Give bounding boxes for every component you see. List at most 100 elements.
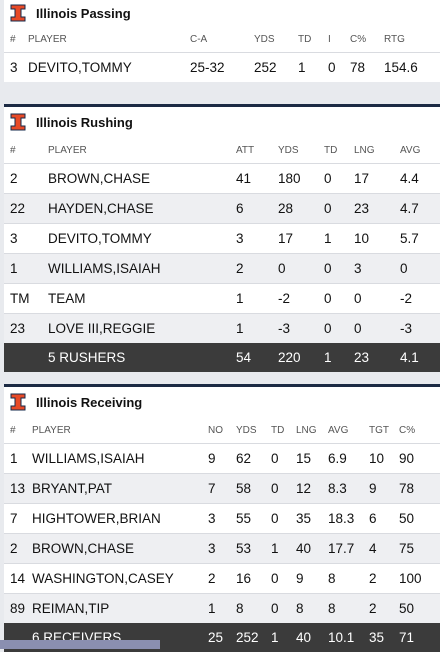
receiving-section: Illinois Receiving # PLAYER NO YDS TD LN… <box>4 384 440 652</box>
cell: 0 <box>354 321 362 336</box>
cell: -2 <box>400 291 413 306</box>
receiving-header: Illinois Receiving <box>4 387 440 417</box>
cell: 4 <box>369 541 377 556</box>
cell: 2 <box>369 571 377 586</box>
table-row: 22 HAYDEN,CHASE 6 28 0 23 4.7 <box>4 193 440 224</box>
cell: 0 <box>324 201 332 216</box>
table-row: 14 WASHINGTON,CASEY 2 16 0 9 8 2 100 <box>4 563 440 594</box>
cell: 7 <box>208 481 216 496</box>
cell: 18.3 <box>328 511 355 526</box>
cell: 8 <box>328 601 336 616</box>
cell: 0 <box>271 571 279 586</box>
cell: 17 <box>278 231 294 246</box>
cell: 8.3 <box>328 481 347 496</box>
cell: HAYDEN,CHASE <box>48 201 154 216</box>
horizontal-scrollbar[interactable] <box>0 640 160 649</box>
table-row: 2 BROWN,CHASE 3 53 1 40 17.7 4 75 <box>4 533 440 564</box>
table-row: 13 BRYANT,PAT 7 58 0 12 8.3 9 78 <box>4 473 440 504</box>
col-number: # <box>10 144 16 156</box>
table-row: 1 WILLIAMS,ISAIAH 9 62 0 15 6.9 10 90 <box>4 443 440 474</box>
cell: TEAM <box>48 291 86 306</box>
col-tgt: TGT <box>369 424 389 436</box>
cell: LOVE III,REGGIE <box>48 321 156 336</box>
cell: REIMAN,TIP <box>32 601 110 616</box>
rushing-header: Illinois Rushing <box>4 107 440 137</box>
cell: 22 <box>10 201 26 216</box>
table-row: TM TEAM 1 -2 0 0 -2 <box>4 283 440 314</box>
cell: 7 <box>10 511 18 526</box>
col-number: # <box>10 424 16 436</box>
cell: WILLIAMS,ISAIAH <box>48 261 161 276</box>
cell: 14 <box>10 571 26 586</box>
total-cell: 220 <box>278 343 324 372</box>
table-row: 1 WILLIAMS,ISAIAH 2 0 0 3 0 <box>4 253 440 284</box>
passing-section: Illinois Passing # PLAYER C-A YDS TD I C… <box>4 0 440 82</box>
cell: 50 <box>399 601 415 616</box>
col-td: TD <box>324 144 338 156</box>
total-cell: 71 <box>399 623 440 652</box>
col-avg: AVG <box>400 144 421 156</box>
cell: 2 <box>369 601 377 616</box>
cell: 13 <box>10 481 26 496</box>
cell: 28 <box>278 201 294 216</box>
table-row: 3 DEVITO,TOMMY 3 17 1 10 5.7 <box>4 223 440 254</box>
cell: 3 <box>208 511 216 526</box>
total-cell: 40 <box>296 623 328 652</box>
rushing-header-row: # PLAYER ATT YDS TD LNG AVG <box>4 137 440 164</box>
cell: 41 <box>236 171 252 186</box>
cell: 2 <box>10 541 18 556</box>
cell: 0 <box>271 511 279 526</box>
col-int: I <box>328 33 331 45</box>
cell: 78 <box>350 60 366 75</box>
cell: 154.6 <box>384 60 418 75</box>
cell: 78 <box>399 481 415 496</box>
col-player: PLAYER <box>28 33 67 45</box>
cell: 12 <box>296 481 312 496</box>
cell: 0 <box>324 171 332 186</box>
cell: WILLIAMS,ISAIAH <box>32 451 145 466</box>
total-cell: 1 <box>324 343 354 372</box>
cell: BROWN,CHASE <box>32 541 135 556</box>
cell: 1 <box>271 541 279 556</box>
cell: 53 <box>236 541 252 556</box>
cell: HIGHTOWER,BRIAN <box>32 511 161 526</box>
cell: 25-32 <box>190 60 225 75</box>
col-rtg: RTG <box>384 33 405 45</box>
total-cell: 35 <box>369 623 399 652</box>
cell: 1 <box>208 601 216 616</box>
cell: 1 <box>236 321 244 336</box>
cell: 0 <box>328 60 336 75</box>
col-lng: LNG <box>296 424 317 436</box>
receiving-title: Illinois Receiving <box>36 394 143 410</box>
cell: 0 <box>271 451 279 466</box>
cell: 9 <box>369 481 377 496</box>
col-cpct: C% <box>399 424 416 436</box>
cell: 3 <box>10 60 18 75</box>
cell: 1 <box>298 60 306 75</box>
cell: -2 <box>278 291 291 306</box>
cell: 8 <box>328 571 336 586</box>
cell: 23 <box>354 201 370 216</box>
cell: -3 <box>400 321 413 336</box>
cell: 90 <box>399 451 415 466</box>
cell: 100 <box>399 571 422 586</box>
cell: 3 <box>208 541 216 556</box>
cell: BRYANT,PAT <box>32 481 113 496</box>
cell: DEVITO,TOMMY <box>48 231 152 246</box>
cell: 1 <box>10 261 18 276</box>
passing-title: Illinois Passing <box>36 5 131 21</box>
cell: 58 <box>236 481 252 496</box>
cell: 10 <box>369 451 385 466</box>
total-cell: 25 <box>208 623 236 652</box>
col-player: PLAYER <box>32 424 71 436</box>
total-cell: 252 <box>236 623 271 652</box>
receiving-table: # PLAYER NO YDS TD LNG AVG TGT C% 1 WILLI… <box>4 417 440 652</box>
table-row: 2 BROWN,CHASE 41 180 0 17 4.4 <box>4 163 440 194</box>
col-yds: YDS <box>278 144 299 156</box>
cell: 6 <box>236 201 244 216</box>
cell: 8 <box>296 601 304 616</box>
cell: 1 <box>10 451 18 466</box>
table-row: 7 HIGHTOWER,BRIAN 3 55 0 35 18.3 6 50 <box>4 503 440 534</box>
cell: 0 <box>271 481 279 496</box>
total-cell <box>4 343 48 372</box>
